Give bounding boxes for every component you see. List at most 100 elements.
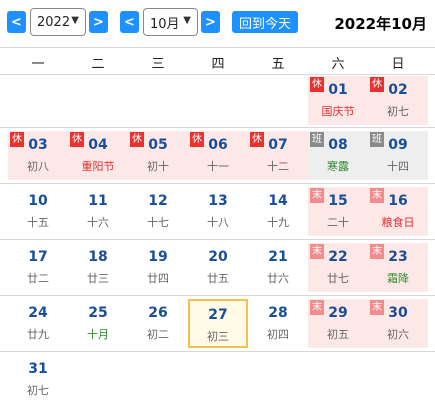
chevron-down-icon: ▼ [183, 15, 191, 26]
back-to-today-button[interactable]: 回到今天 [232, 11, 298, 33]
month-select-value: 10月 [150, 16, 180, 32]
day-cell[interactable]: 休 07 十二 [248, 131, 308, 180]
day-cell[interactable]: 休 04 重阳节 [68, 131, 128, 180]
lunar-label: 十七 [147, 216, 169, 229]
day-cell[interactable]: 10 十五 [8, 187, 68, 236]
weekday-label: 二 [91, 57, 105, 72]
lunar-label: 十一 [207, 160, 229, 173]
lunar-label: 十月 [87, 328, 109, 341]
day-number: 27 [208, 307, 228, 323]
next-month-button[interactable]: > [201, 11, 220, 33]
lunar-label: 粮食日 [381, 216, 415, 229]
calendar-toolbar: < 2022 ▼ > < 10月 ▼ > 回到今天 2022年10月 [0, 0, 435, 46]
day-cell[interactable]: 31 初七 [8, 355, 68, 404]
weekday-label: 日 [391, 57, 405, 72]
prev-month-button[interactable]: < [120, 11, 139, 33]
day-cell[interactable]: 休 01 国庆节 [308, 76, 368, 125]
day-number: 28 [268, 305, 288, 321]
day-cell[interactable]: 休 06 十一 [188, 131, 248, 180]
day-cell[interactable]: 班 08 寒露 [308, 131, 368, 180]
month-heading: 2022年10月 [334, 15, 427, 33]
day-number: 07 [268, 137, 288, 153]
rest-badge: 休 [250, 132, 264, 147]
day-number: 11 [88, 193, 108, 209]
row-divider [0, 295, 435, 296]
day-cell[interactable]: 24 廿九 [8, 299, 68, 348]
day-number: 20 [208, 249, 228, 265]
work-badge: 班 [370, 132, 384, 147]
lunar-label: 初十 [147, 160, 169, 173]
rest-badge: 休 [130, 132, 144, 147]
day-cell[interactable]: 末 29 初五 [308, 299, 368, 348]
day-cell[interactable]: 休 02 初七 [368, 76, 428, 125]
day-number: 04 [88, 137, 108, 153]
day-cell[interactable]: 末 15 二十 [308, 187, 368, 236]
lunar-label: 初三 [207, 330, 229, 343]
day-cell[interactable]: 11 十六 [68, 187, 128, 236]
day-number: 30 [388, 305, 408, 321]
day-cell[interactable]: 21 廿六 [248, 243, 308, 292]
row-divider [0, 351, 435, 352]
day-number: 13 [208, 193, 228, 209]
month-select[interactable]: 10月 ▼ [143, 8, 198, 36]
weekend-badge: 末 [310, 188, 324, 203]
day-number: 14 [268, 193, 288, 209]
work-badge: 班 [310, 132, 324, 147]
lunar-label: 初六 [387, 328, 409, 341]
lunar-label: 重阳节 [81, 160, 115, 173]
row-divider [0, 127, 435, 128]
lunar-label: 寒露 [327, 160, 349, 173]
day-cell[interactable]: 20 廿五 [188, 243, 248, 292]
day-cell[interactable]: 19 廿四 [128, 243, 188, 292]
day-cell[interactable]: 27 初三 [188, 299, 248, 348]
lunar-label: 二十 [327, 216, 349, 229]
day-cell[interactable]: 18 廿三 [68, 243, 128, 292]
day-cell[interactable]: 26 初二 [128, 299, 188, 348]
weekend-badge: 末 [370, 188, 384, 203]
day-cell[interactable]: 13 十八 [188, 187, 248, 236]
day-cell[interactable]: 班 09 十四 [368, 131, 428, 180]
rest-badge: 休 [70, 132, 84, 147]
day-cell[interactable]: 14 十九 [248, 187, 308, 236]
day-cell[interactable]: 25 十月 [68, 299, 128, 348]
weekday-header: 一 二 三 四 五 六 日 [0, 47, 435, 75]
rest-badge: 休 [190, 132, 204, 147]
weekend-badge: 末 [310, 300, 324, 315]
day-cell[interactable]: 末 16 粮食日 [368, 187, 428, 236]
day-cell[interactable]: 末 23 霜降 [368, 243, 428, 292]
weekday-label: 五 [271, 57, 285, 72]
next-year-button[interactable]: > [89, 11, 108, 33]
rest-badge: 休 [10, 132, 24, 147]
lunar-label: 初四 [267, 328, 289, 341]
prev-year-button[interactable]: < [7, 11, 26, 33]
lunar-label: 廿六 [267, 272, 289, 285]
weekend-badge: 末 [310, 244, 324, 259]
rest-badge: 休 [370, 77, 384, 92]
rest-badge: 休 [310, 77, 324, 92]
day-cell[interactable]: 17 廿二 [8, 243, 68, 292]
lunar-label: 廿七 [327, 272, 349, 285]
day-number: 18 [88, 249, 108, 265]
year-select[interactable]: 2022 ▼ [30, 8, 86, 36]
day-cell[interactable]: 12 十七 [128, 187, 188, 236]
lunar-label: 廿九 [27, 328, 49, 341]
day-cell[interactable]: 休 05 初十 [128, 131, 188, 180]
day-number: 10 [28, 193, 48, 209]
day-number: 19 [148, 249, 168, 265]
lunar-label: 十六 [87, 216, 109, 229]
day-number: 06 [208, 137, 228, 153]
day-number: 03 [28, 137, 48, 153]
weekday-label: 六 [331, 57, 345, 72]
lunar-label: 国庆节 [321, 105, 355, 118]
day-number: 23 [388, 249, 408, 265]
day-number: 09 [388, 137, 408, 153]
day-cell[interactable]: 休 03 初八 [8, 131, 68, 180]
day-cell[interactable]: 28 初四 [248, 299, 308, 348]
lunar-label: 十四 [387, 160, 409, 173]
day-cell[interactable]: 末 30 初六 [368, 299, 428, 348]
row-divider [0, 239, 435, 240]
weekday-label: 三 [151, 57, 165, 72]
lunar-label: 廿二 [27, 272, 49, 285]
lunar-label: 初七 [27, 384, 49, 397]
day-cell[interactable]: 末 22 廿七 [308, 243, 368, 292]
